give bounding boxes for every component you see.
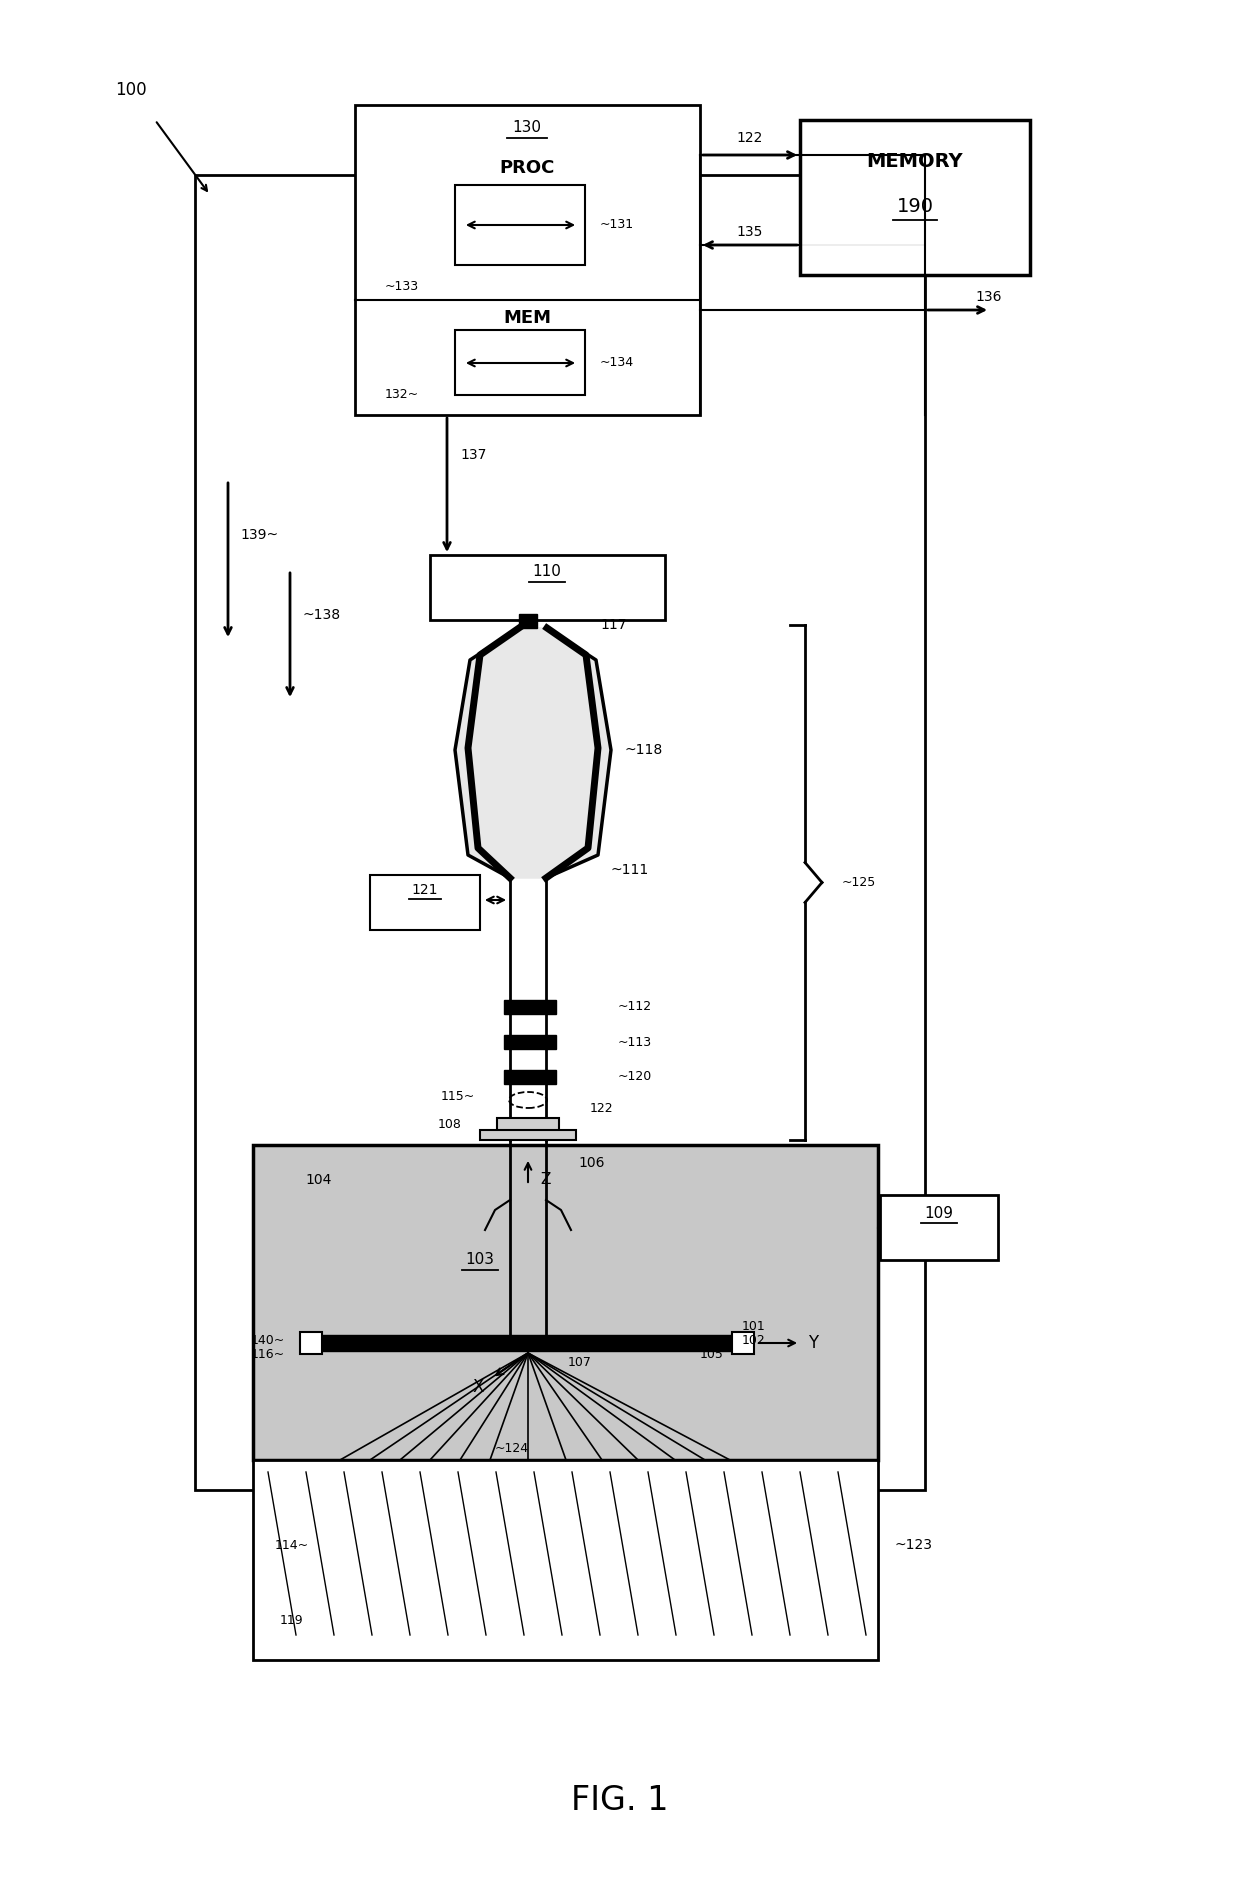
Bar bbox=[732, 1332, 754, 1355]
Bar bbox=[370, 874, 480, 931]
Polygon shape bbox=[455, 628, 611, 878]
Bar bbox=[800, 119, 1030, 274]
Text: Z: Z bbox=[539, 1173, 551, 1188]
Bar bbox=[355, 104, 701, 414]
Text: ~123: ~123 bbox=[895, 1538, 932, 1551]
Text: 105: 105 bbox=[701, 1349, 724, 1362]
Text: MEMORY: MEMORY bbox=[867, 153, 963, 172]
Text: 106: 106 bbox=[578, 1156, 605, 1169]
Bar bbox=[503, 1001, 556, 1014]
Text: 117: 117 bbox=[600, 619, 626, 632]
Text: 137: 137 bbox=[460, 448, 486, 462]
Text: 132~: 132~ bbox=[384, 388, 419, 401]
Text: 102: 102 bbox=[742, 1334, 766, 1347]
Text: ~111: ~111 bbox=[610, 863, 649, 878]
Bar bbox=[253, 1461, 878, 1659]
Text: 108: 108 bbox=[438, 1118, 463, 1131]
Bar bbox=[455, 329, 585, 395]
Text: 121: 121 bbox=[412, 884, 438, 897]
Text: 122: 122 bbox=[590, 1101, 614, 1114]
Text: 103: 103 bbox=[465, 1253, 495, 1268]
Text: 116~: 116~ bbox=[250, 1349, 285, 1362]
Text: ~133: ~133 bbox=[384, 280, 419, 293]
Bar bbox=[430, 554, 665, 621]
Text: ~120: ~120 bbox=[618, 1071, 652, 1084]
Bar bbox=[880, 1196, 998, 1260]
Text: 101: 101 bbox=[742, 1319, 766, 1332]
Text: ~113: ~113 bbox=[618, 1035, 652, 1048]
Bar bbox=[480, 1130, 577, 1141]
Text: 119: 119 bbox=[280, 1614, 304, 1627]
Text: ~118: ~118 bbox=[625, 744, 663, 757]
Bar bbox=[503, 1071, 556, 1084]
Text: 114~: 114~ bbox=[275, 1538, 309, 1551]
Text: ~138: ~138 bbox=[303, 607, 340, 622]
Text: 107: 107 bbox=[568, 1355, 591, 1368]
Text: 190: 190 bbox=[897, 197, 934, 216]
Bar bbox=[497, 1118, 559, 1131]
Text: X: X bbox=[472, 1377, 484, 1396]
Text: 100: 100 bbox=[115, 81, 146, 98]
Bar bbox=[520, 615, 537, 628]
Text: ~112: ~112 bbox=[618, 1001, 652, 1014]
Bar bbox=[455, 185, 585, 265]
Text: 109: 109 bbox=[925, 1205, 954, 1220]
Text: 122: 122 bbox=[737, 131, 763, 146]
Text: 136: 136 bbox=[975, 289, 1002, 305]
Bar bbox=[300, 1332, 322, 1355]
Text: 130: 130 bbox=[512, 121, 542, 136]
Text: 115~: 115~ bbox=[440, 1090, 475, 1103]
Text: 135: 135 bbox=[737, 225, 763, 238]
Bar bbox=[503, 1035, 556, 1048]
Text: ~124: ~124 bbox=[495, 1442, 529, 1455]
Text: 139~: 139~ bbox=[241, 528, 278, 541]
Text: ~134: ~134 bbox=[600, 356, 634, 369]
Text: FIG. 1: FIG. 1 bbox=[572, 1784, 668, 1816]
Bar bbox=[195, 174, 925, 1491]
Bar bbox=[305, 1336, 735, 1351]
Text: PROC: PROC bbox=[500, 159, 554, 178]
Text: MEM: MEM bbox=[503, 308, 551, 327]
Text: ~125: ~125 bbox=[842, 876, 877, 889]
Text: 104: 104 bbox=[305, 1173, 331, 1186]
Bar bbox=[253, 1145, 878, 1461]
Text: 110: 110 bbox=[532, 564, 562, 579]
Text: Y: Y bbox=[808, 1334, 818, 1353]
Text: 140~: 140~ bbox=[250, 1334, 285, 1347]
Text: ~131: ~131 bbox=[600, 218, 634, 231]
